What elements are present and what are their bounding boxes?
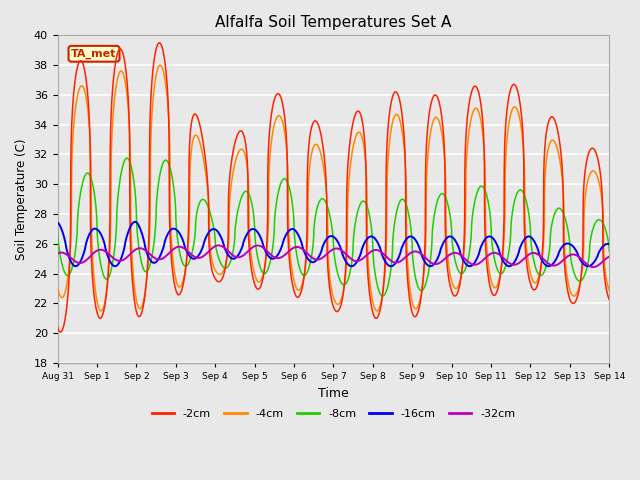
X-axis label: Time: Time — [318, 386, 349, 400]
Text: TA_met: TA_met — [71, 48, 116, 59]
Title: Alfalfa Soil Temperatures Set A: Alfalfa Soil Temperatures Set A — [215, 15, 452, 30]
Y-axis label: Soil Temperature (C): Soil Temperature (C) — [15, 138, 28, 260]
Legend: -2cm, -4cm, -8cm, -16cm, -32cm: -2cm, -4cm, -8cm, -16cm, -32cm — [147, 404, 520, 423]
